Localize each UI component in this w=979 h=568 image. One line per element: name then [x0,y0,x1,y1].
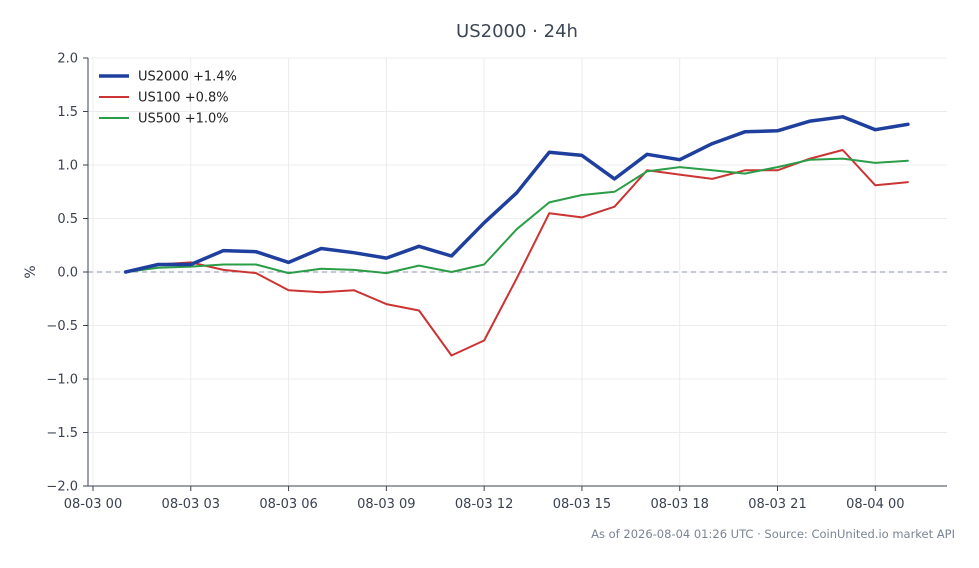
x-tick-label: 08-03 21 [748,497,806,512]
chart-title: US2000 · 24h [456,21,578,42]
x-tick-label: 08-03 09 [357,497,415,512]
y-tick-label: −0.5 [46,319,78,334]
x-axis-ticks: 08-03 00 08-03 03 08-03 06 08-03 09 08-03 12… [64,486,905,512]
x-tick-label: 08-03 06 [259,497,317,512]
y-tick-label: −1.0 [46,373,78,388]
x-tick-label: 08-03 03 [162,497,220,512]
y-tick-label: 2.0 [57,52,78,67]
y-tick-label: 0.5 [57,212,78,227]
x-tick-label: 08-03 12 [455,497,513,512]
x-tick-label: 08-03 18 [650,497,708,512]
y-tick-label: 0.0 [57,266,78,281]
y-axis-ticks: −2.0 −1.5 −1.0 −0.5 0.0 0.5 1.0 1.5 2.0 [46,52,88,495]
y-tick-label: −1.5 [46,426,78,441]
source-footer: As of 2026-08-04 01:26 UTC · Source: Coi… [591,527,955,541]
y-tick-label: 1.0 [57,159,78,174]
series-line-1 [123,115,910,274]
series-line-3 [124,157,909,275]
legend-label: US500 +1.0% [138,112,229,127]
y-tick-label: −2.0 [46,480,78,495]
y-axis-label: % [23,265,39,278]
legend-label: US2000 +1.4% [138,70,237,85]
y-tick-label: 1.5 [57,105,78,120]
legend: US2000 +1.4% US100 +0.8% US500 +1.0% [99,70,237,127]
series-line-2 [124,149,909,357]
x-tick-label: 08-04 00 [846,497,904,512]
legend-label: US100 +0.8% [138,91,229,106]
x-tick-label: 08-03 00 [64,497,122,512]
series-lines [123,115,910,357]
x-tick-label: 08-03 15 [553,497,611,512]
